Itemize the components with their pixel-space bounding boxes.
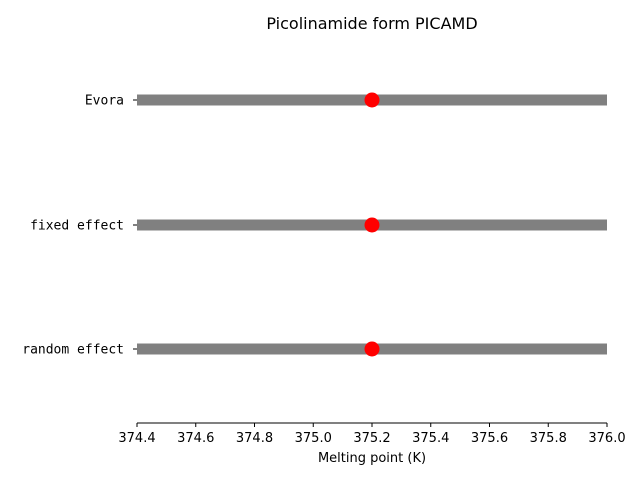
- category-label: fixed effect: [30, 219, 124, 234]
- x-tick-label: 375.8: [530, 431, 567, 446]
- category-label: random effect: [22, 343, 124, 358]
- x-axis-ticks: 374.4 374.6 374.8 375.0 375.2 375.4 375.6 375.8…: [118, 423, 626, 446]
- chart-title: Picolinamide form PICAMD: [266, 14, 477, 33]
- plot-area: [137, 92, 607, 357]
- point-estimate-marker: [364, 92, 380, 108]
- y-axis-ticks: Evora fixed effect random effect: [22, 94, 137, 358]
- x-tick-label: 375.4: [412, 431, 449, 446]
- x-tick-label: 374.4: [118, 431, 155, 446]
- x-tick-label: 375.2: [353, 431, 390, 446]
- x-tick-label: 374.6: [177, 431, 214, 446]
- x-axis-label: Melting point (K): [318, 451, 426, 466]
- x-tick-label: 376.0: [588, 431, 625, 446]
- point-estimate-marker: [364, 341, 380, 357]
- category-label: Evora: [85, 94, 124, 109]
- point-estimate-marker: [364, 217, 380, 233]
- x-tick-label: 375.6: [471, 431, 508, 446]
- x-tick-label: 374.8: [236, 431, 273, 446]
- x-tick-label: 375.0: [295, 431, 332, 446]
